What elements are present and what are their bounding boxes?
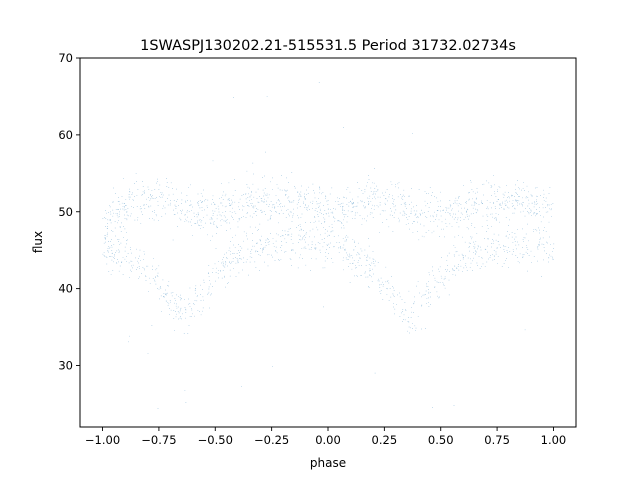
x-tick-label: 0.25 [372,433,398,447]
x-tick-label: 1.00 [541,433,567,447]
y-tick-label: 70 [58,51,73,65]
y-axis-ticks: 30 40 50 60 70 [58,51,80,373]
y-axis-label: flux [31,231,45,253]
x-tick-label: −0.50 [198,433,233,447]
x-tick-label: −0.25 [254,433,289,447]
x-tick-label: 0.50 [428,433,454,447]
x-tick-label: 0.00 [315,433,341,447]
y-tick-label: 40 [58,282,73,296]
x-tick-label: −1.00 [85,433,120,447]
scatter-points [102,82,555,409]
x-axis-ticks: −1.00 −0.75 −0.50 −0.25 0.00 0.25 0.50 0.75 1.00 [85,427,566,447]
y-tick-label: 50 [58,205,73,219]
x-tick-label: 0.75 [484,433,510,447]
y-tick-label: 30 [58,359,73,373]
x-axis-label: phase [310,456,346,470]
chart-title: 1SWASPJ130202.21-515531.5 Period 31732.0… [140,38,516,54]
x-tick-label: −0.75 [141,433,176,447]
plot-area [102,82,555,409]
scatter-series-points [102,82,555,409]
y-tick-label: 60 [58,128,73,142]
